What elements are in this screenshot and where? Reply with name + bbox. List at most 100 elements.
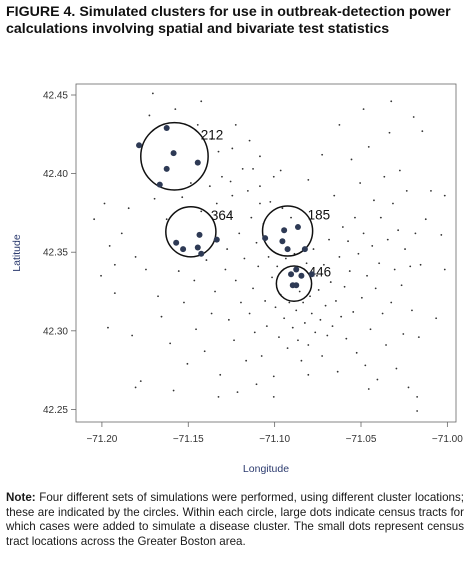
census-tract-point (241, 167, 244, 170)
x-tick-label: −71.15 (173, 434, 204, 445)
census-tract-point (303, 322, 306, 324)
census-tract-point (378, 262, 381, 265)
plot-frame (75, 83, 457, 423)
census-tract-point (231, 147, 234, 150)
census-tract-point (219, 373, 222, 376)
census-tract-point (362, 108, 365, 111)
census-tract-point (279, 169, 282, 172)
census-tract-point (411, 309, 413, 312)
case-tract-point (294, 224, 301, 231)
census-tract-point (288, 301, 291, 304)
census-tract-point (295, 309, 298, 312)
census-tract-point (217, 150, 220, 153)
cluster-circle-layer: 212 364 185 446 (140, 121, 331, 303)
census-tract-point (260, 355, 263, 357)
census-tract-point (181, 196, 184, 199)
census-tract-point (366, 274, 368, 277)
census-tract-point (347, 240, 349, 243)
case-tract-point (180, 246, 187, 253)
census-tract-point (443, 194, 446, 197)
census-tract-point (343, 285, 346, 288)
census-tract-point (314, 331, 317, 334)
census-tract-point (267, 256, 270, 258)
case-tract-point (213, 236, 220, 243)
census-tract-point (307, 373, 310, 376)
census-tract-point (407, 386, 410, 389)
census-tract-point (341, 226, 344, 228)
census-tract-point (321, 153, 324, 156)
census-tract-point (291, 326, 294, 329)
x-tick-label: −71.00 (432, 434, 463, 445)
census-tract-point (359, 182, 362, 184)
census-tract-point (390, 301, 393, 304)
census-tract-point (108, 245, 111, 247)
census-tract-point (400, 284, 403, 287)
census-tract-point (374, 287, 377, 290)
case-tract-layer (136, 125, 315, 289)
census-tract-point (328, 238, 330, 241)
census-tract-point (127, 207, 130, 210)
case-tract-point (262, 235, 269, 242)
census-tract-point (419, 263, 422, 266)
census-tract-point (416, 410, 419, 412)
census-tract-point (271, 276, 273, 279)
census-tract-point (248, 139, 251, 142)
census-tract-point (430, 190, 432, 192)
census-tract-point (200, 100, 203, 103)
census-tract-point (424, 218, 427, 221)
census-tract-point (148, 114, 151, 117)
case-tract-point (163, 125, 170, 132)
census-tract-point (398, 169, 401, 172)
census-tract-point (367, 145, 370, 148)
census-tract-point (316, 274, 318, 277)
census-tract-point (195, 328, 197, 331)
census-tract-point (107, 326, 109, 329)
census-tract-point (210, 312, 213, 315)
census-tract-point (229, 180, 232, 183)
census-tract-point (390, 100, 393, 103)
census-tract-point (252, 287, 254, 290)
census-tract-point (409, 265, 412, 268)
census-tract-point (157, 295, 159, 298)
case-tract-point (284, 246, 291, 253)
census-tract-point (286, 347, 289, 350)
census-tract-point (227, 318, 230, 321)
census-tract-point (153, 197, 156, 200)
census-tract-point (253, 331, 256, 334)
case-tract-point (298, 272, 305, 279)
census-tract-point (298, 290, 301, 293)
census-tract-point (393, 268, 396, 271)
census-tract-point (245, 359, 248, 362)
census-tract-point (272, 375, 275, 378)
census-tract-point (264, 300, 267, 302)
census-tract-point (319, 318, 322, 321)
census-tract-point (151, 92, 154, 95)
census-tract-point (326, 334, 329, 337)
census-tract-point (196, 123, 199, 126)
census-tract-point (255, 383, 258, 386)
figure-title: FIGURE 4. Simulated clusters for use in … (6, 4, 451, 37)
case-tract-point (194, 244, 201, 251)
y-tick-label: 42.30 (43, 326, 68, 337)
census-tract-point (414, 232, 417, 235)
census-tract-point (416, 395, 419, 398)
census-tract-point (283, 317, 286, 320)
case-tract-point (163, 165, 170, 172)
census-tract-point (402, 333, 405, 335)
x-tick-label: −71.10 (259, 434, 290, 445)
census-tract-point (252, 167, 254, 170)
cluster-circle-212 (140, 121, 209, 191)
census-tract-point (93, 218, 96, 221)
census-tract-point (392, 202, 394, 205)
census-tract-point (360, 296, 363, 299)
census-tract-point (333, 194, 336, 197)
census-tract-point (371, 245, 374, 247)
census-tract-point (383, 175, 386, 178)
census-tract-point (203, 350, 206, 353)
census-tract-point (214, 290, 216, 293)
census-tract-point (183, 301, 185, 304)
census-tract-point (134, 386, 137, 389)
census-tract-point (113, 263, 116, 266)
census-tract-point (417, 336, 420, 339)
